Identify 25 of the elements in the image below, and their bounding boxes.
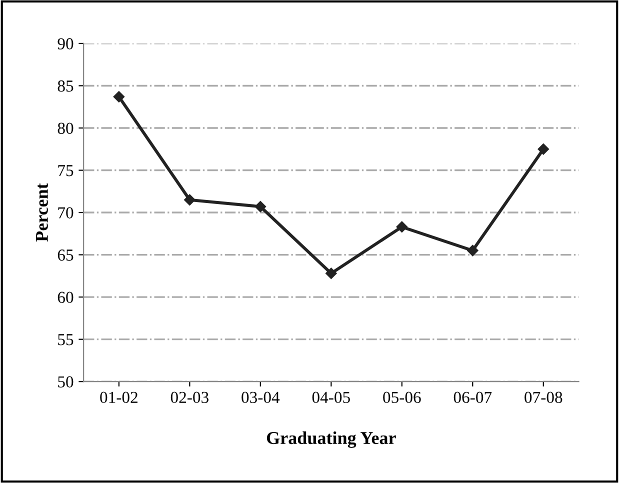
point xyxy=(326,268,337,279)
y-tick-label: 55 xyxy=(58,334,74,346)
x-tick-label: 05-06 xyxy=(383,392,421,404)
x-tick-label: 03-04 xyxy=(242,392,280,404)
y-tick-label: 65 xyxy=(58,250,74,261)
point xyxy=(396,221,408,232)
point xyxy=(113,91,125,102)
point xyxy=(538,144,549,155)
x-tick-label: 06-07 xyxy=(454,392,492,404)
point xyxy=(467,244,478,256)
y-tick-label: 85 xyxy=(58,80,74,92)
x-tick-label: 04-05 xyxy=(312,392,350,404)
y-tick-label: 90 xyxy=(58,38,74,50)
y-tick-label: 70 xyxy=(58,207,74,218)
y-tick-label: 60 xyxy=(58,292,74,303)
y-tick-label: 50 xyxy=(58,376,74,388)
point xyxy=(184,194,196,206)
x-axis-title: Graduating Year xyxy=(266,431,396,448)
y-tick-label: 80 xyxy=(58,122,74,134)
x-tick-label: 02-03 xyxy=(170,392,208,404)
x-tick-label: 01-02 xyxy=(100,392,138,404)
y-axis-title: Percent xyxy=(36,183,48,242)
y-tick-label: 75 xyxy=(58,165,74,176)
point xyxy=(254,200,266,212)
x-tick-label: 07-08 xyxy=(524,392,562,404)
